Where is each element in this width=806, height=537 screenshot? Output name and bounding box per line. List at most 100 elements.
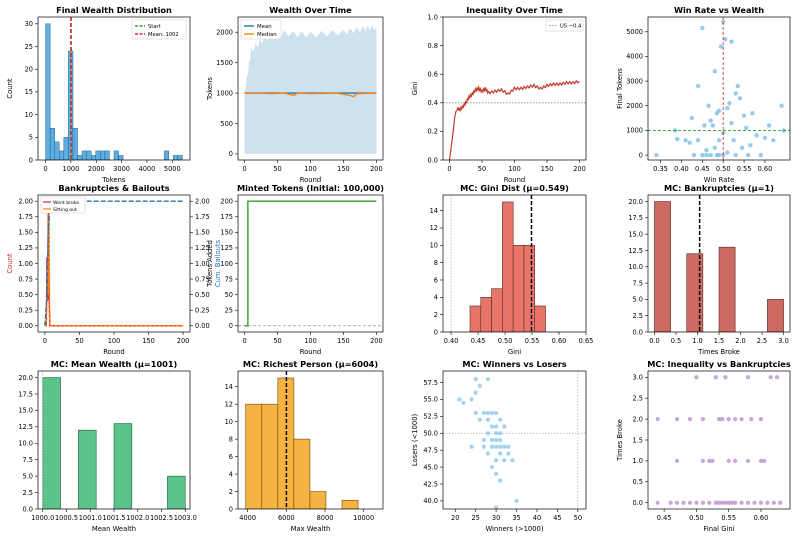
x-tick-label: 0 bbox=[43, 337, 47, 345]
histogram-bar bbox=[686, 253, 704, 332]
histogram-bar bbox=[113, 150, 119, 160]
scatter-point bbox=[749, 416, 754, 422]
y-tick-label: 150 bbox=[220, 229, 233, 237]
x-tick-label: 0.35 bbox=[653, 165, 668, 173]
scatter-point bbox=[700, 416, 705, 422]
scatter-point bbox=[733, 458, 738, 464]
histogram-bar bbox=[78, 429, 97, 509]
x-tick-label: 0.50 bbox=[689, 514, 704, 522]
histogram-bar bbox=[767, 299, 784, 332]
y-tick-label: 5 bbox=[29, 134, 33, 142]
y-tick-label: 500 bbox=[220, 120, 233, 128]
histogram-bar bbox=[177, 155, 183, 160]
histogram-bar bbox=[118, 155, 124, 160]
y-tick-label: 6 bbox=[229, 453, 233, 461]
scatter-point bbox=[723, 375, 728, 380]
x-tick-label: 0.60 bbox=[758, 165, 773, 173]
y-tick-label: 57.5 bbox=[423, 379, 438, 387]
scatter-point bbox=[745, 458, 751, 464]
x-tick-label: 50 bbox=[273, 337, 281, 345]
x-tick-label: 25 bbox=[471, 514, 479, 522]
y-tick-label: 1.50 bbox=[18, 229, 33, 237]
y-tick-label: 5000 bbox=[626, 28, 643, 36]
y-tick-label: 175 bbox=[220, 213, 233, 221]
x-tick-label: 0.65 bbox=[579, 337, 594, 345]
y-tick-label: 10 bbox=[25, 111, 33, 119]
plot-area bbox=[245, 371, 359, 509]
scatter-point bbox=[718, 44, 724, 49]
legend-box bbox=[40, 196, 86, 214]
y-tick-label: 100 bbox=[220, 260, 233, 268]
histogram-bar bbox=[245, 403, 263, 509]
chart-title: MC: Winners vs Losers bbox=[462, 359, 566, 369]
y-tick-label: 17.5 bbox=[18, 390, 33, 398]
scatter-point bbox=[716, 500, 722, 505]
legend-label: Mean bbox=[257, 24, 272, 30]
y-tick-label: 0.8 bbox=[428, 42, 439, 50]
scatter-point bbox=[494, 471, 499, 476]
y-axis-label: Count bbox=[6, 253, 14, 274]
scatter-point bbox=[494, 424, 499, 429]
histogram-bar bbox=[261, 403, 279, 509]
histogram-bar bbox=[654, 201, 671, 332]
plot-area bbox=[45, 17, 183, 160]
x-tick-label: 5000 bbox=[164, 165, 181, 173]
scatter-point bbox=[733, 416, 738, 422]
scatter-point bbox=[469, 397, 474, 402]
scatter-point bbox=[710, 123, 715, 128]
median-line bbox=[244, 92, 377, 98]
chart-panel-7: MC: Bankruptcies (μ=1) Times Broke 0.0 0.5 1… bbox=[628, 183, 791, 356]
y-tick-label: 42.5 bbox=[423, 480, 438, 488]
y2-tick-label: 1.50 bbox=[195, 229, 210, 237]
legend-box bbox=[545, 19, 584, 32]
y-tick-label: 12 bbox=[430, 224, 438, 232]
scatter-point bbox=[494, 410, 499, 416]
y-tick-label: 10 bbox=[430, 242, 438, 250]
y2-tick-label: 1.75 bbox=[195, 213, 210, 221]
scatter-point bbox=[716, 108, 722, 113]
scatter-point bbox=[720, 416, 725, 422]
scatter-point bbox=[779, 103, 784, 108]
plot-area bbox=[244, 24, 377, 154]
scatter-point bbox=[485, 410, 491, 416]
scatter-point bbox=[473, 410, 478, 416]
x-tick-label: 150 bbox=[337, 337, 350, 345]
y-tick-label: 15.0 bbox=[628, 230, 643, 238]
y2-tick-label: 2.00 bbox=[195, 198, 210, 206]
scatter-point bbox=[758, 500, 764, 505]
x-tick-label: 50 bbox=[75, 337, 83, 345]
scatter-point bbox=[675, 136, 680, 142]
scatter-point bbox=[707, 500, 712, 505]
scatter-point bbox=[731, 138, 736, 143]
scatter-point bbox=[752, 500, 757, 505]
scatter-point bbox=[704, 147, 709, 153]
y-tick-label: 8 bbox=[434, 259, 438, 267]
axes-frame bbox=[647, 16, 791, 161]
plot-area bbox=[648, 17, 790, 160]
scatter-point bbox=[729, 39, 734, 44]
x-tick-label: 1001.5 bbox=[102, 514, 125, 522]
x-axis-label: Gini bbox=[508, 348, 521, 356]
scatter-point bbox=[737, 96, 743, 101]
scatter-point bbox=[758, 458, 764, 464]
y-axis-label: Tokens Added bbox=[206, 240, 214, 288]
scatter-point bbox=[681, 500, 686, 505]
scatter-point bbox=[765, 500, 770, 505]
scatter-point bbox=[700, 500, 705, 505]
y-tick-label: 25 bbox=[25, 43, 33, 51]
scatter-point bbox=[726, 458, 731, 464]
scatter-point bbox=[700, 458, 705, 464]
y2-axis-label: Cum. Bailouts bbox=[214, 239, 222, 287]
scatter-point bbox=[655, 416, 660, 422]
y-tick-label: 14 bbox=[430, 207, 438, 215]
y-tick-label: 1.75 bbox=[18, 213, 33, 221]
scatter-point bbox=[713, 500, 718, 505]
y-tick-label: 0.4 bbox=[428, 99, 439, 107]
x-tick-label: 2000 bbox=[88, 165, 105, 173]
x-tick-label: 0.50 bbox=[498, 337, 513, 345]
chart-panel-9: MC: Richest Person (μ=6004) Max Wealth 400… bbox=[225, 359, 384, 533]
y-tick-label: 10.0 bbox=[628, 263, 643, 271]
chart-panel-5: Minted Tokens (Initial: 100,000) Round Tok… bbox=[206, 183, 384, 356]
scatter-point bbox=[694, 375, 699, 380]
